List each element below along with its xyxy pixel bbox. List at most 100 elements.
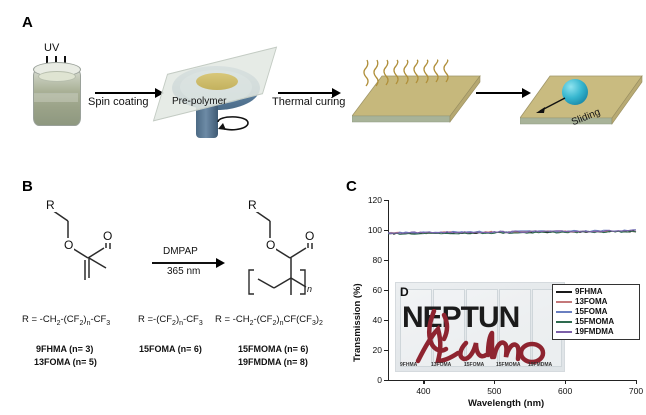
inset-sample-label-15fmoma: 15FMOMA [496,362,521,368]
arrow-spin-coating-head [155,88,164,98]
y-tick-label: 40 [372,315,382,325]
legend-item-15fmoma[interactable]: 15FMOMA [556,317,636,327]
legend-swatch [556,291,572,293]
legend-label: 19FMDMA [575,327,614,336]
y-tick [384,260,388,262]
carbonyl-oxygen-left: O [102,229,114,243]
legend-item-15foma[interactable]: 15FOMA [556,307,636,317]
prepolymer-label: Pre-polymer [172,96,227,107]
x-tick [423,380,425,384]
beaker-liquid-band [34,93,78,102]
y-tick [384,290,388,292]
legend-swatch [556,311,572,313]
x-tick-label: 500 [487,386,502,396]
beaker-liquid-surface [38,71,76,82]
rgroup-formula-2: R =-(CF2)n-CF3 [138,314,203,327]
legend-label: 9FHMA [575,287,603,296]
panel-b-polymerization-scheme: B R O O DMPAP 365 nm [0,172,340,415]
legend-label: 15FOMA [575,307,608,316]
prepolymer-film-spot [196,73,238,90]
inset-sample-label-19fmdma: 19FMDMA [528,362,553,368]
legend-item-9fhma[interactable]: 9FHMA [556,287,636,297]
sliding-direction-arrow [536,97,566,113]
panel-c-letter: C [346,178,357,195]
panel-b-letter: B [22,178,33,195]
series-line-15fmoma [388,230,637,235]
x-tick-label: 700 [628,386,644,396]
arrow-thermal-curing-head [332,88,341,98]
x-tick-label: 400 [416,386,431,396]
panel-a-letter: A [22,14,33,31]
monomer-name-13foma: 13FOMA (n= 5) [34,357,97,367]
rotation-arrow-icon [217,116,249,131]
y-tick-label: 80 [372,255,382,265]
y-axis-label: Transmission (%) [352,283,363,362]
y-tick [384,380,388,382]
x-tick-label: 600 [558,386,573,396]
water-droplet [562,79,588,105]
monomer-name-15fmoma: 15FMOMA (n= 6) [238,344,309,354]
y-tick [384,230,388,232]
wavelength-label: 365 nm [167,266,201,277]
series-line-19fmdma [388,229,636,235]
legend-label: 15FMOMA [575,317,615,326]
transmission-curves [388,229,637,235]
arrow-spin-coating [95,92,157,94]
inset-sample-label-13foma: 13FOMA [431,362,452,368]
uv-label: UV [44,42,60,54]
y-tick [384,350,388,352]
inset-slide-1 [400,289,432,367]
spin-coating-label: Spin coating [88,96,149,108]
monomer-name-9fhma: 9FHMA (n= 3) [36,344,94,354]
legend-swatch [556,321,572,323]
chart-legend: 9FHMA 13FOMA 15FOMA 15FMOMA 19FMDMA [552,284,640,340]
inset-sample-label-15foma: 15FOMA [464,362,485,368]
arrow-thermal-curing [278,92,334,94]
ester-oxygen-right: O [265,238,277,252]
inset-sample-label-9fhma: 9FHMA [400,362,418,368]
thermal-curing-label: Thermal curing [272,96,346,108]
y-tick [384,320,388,322]
inset-word-neptun: NEPTUN [402,301,520,334]
y-tick-label: 20 [372,345,382,355]
repeat-unit-subscript: n [307,284,313,294]
rgroup-formula-1: R = -CH2-(CF2)n-CF3 [22,314,111,327]
monomer-name-19fmdma: 19FMDMA (n= 8) [238,357,308,367]
inset-script-lab-overlay [415,309,546,365]
rgroup-formula-3: R = -CH2-(CF2)nCF(CF3)2 [215,314,323,327]
panel-a-fabrication-schematic: A UV Spin coating Pre-polymer Thermal cu… [0,0,646,172]
reaction-arrow-head [216,258,225,268]
arrow-sliding-head [522,88,531,98]
monomer-structure [51,209,111,280]
legend-swatch [556,301,572,303]
y-tick-label: 60 [372,285,382,295]
legend-label: 13FOMA [575,297,608,306]
r-label-left: R [45,198,56,212]
x-tick [565,380,567,384]
ester-oxygen-left: O [63,238,75,252]
legend-swatch [556,331,572,333]
legend-item-13foma[interactable]: 13FOMA [556,297,636,307]
spin-coater-post [196,104,218,138]
panel-c-transmission-spectra: C 0 20 40 60 80 100 120 400 500 600 700 Transmiss… [340,172,646,415]
monomer-name-15foma: 15FOMA (n= 6) [139,344,202,354]
legend-item-19fmdma[interactable]: 19FMDMA [556,327,636,337]
polymer-chain-icons [363,59,449,87]
cured-film-slab [351,72,482,132]
x-tick [636,380,638,384]
y-tick [384,200,388,202]
x-tick [494,380,496,384]
reaction-arrow-line [152,262,218,264]
inset-photograph: NEPTUN D 9FHMA 13FOMA 15FOMA 15FMOMA 19FMDMA [395,282,565,372]
y-tick-label: 0 [377,375,382,385]
r-label-right: R [247,198,258,212]
y-tick-label: 120 [367,195,382,205]
y-tick-label: 100 [367,225,382,235]
initiator-label: DMPAP [163,246,198,257]
inset-slide-4 [499,289,531,367]
arrow-sliding [476,92,524,94]
panel-d-letter: D [400,285,409,299]
plot-axes-frame [388,200,637,381]
carbonyl-oxygen-right: O [304,229,316,243]
